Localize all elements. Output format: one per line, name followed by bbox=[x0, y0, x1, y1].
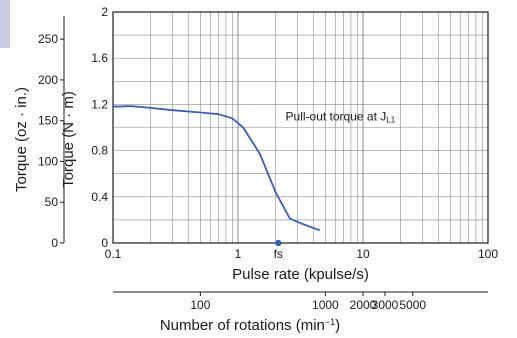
y-tick-label-ozin: 50 bbox=[45, 195, 59, 209]
grid-lines bbox=[113, 12, 488, 243]
rotation-tick-label: 5000 bbox=[399, 298, 426, 312]
fs-marker bbox=[275, 239, 282, 247]
x-axis-label: Pulse rate (kpulse/s) bbox=[232, 266, 369, 283]
x-tick-label: 100 bbox=[478, 247, 498, 261]
pullout-torque-line bbox=[112, 105, 321, 232]
y-axis-label-nm: Torque (N · m) bbox=[60, 91, 77, 188]
rotation-tick-label: 2000 bbox=[350, 298, 377, 312]
y-tick-label-ozin: 200 bbox=[38, 73, 58, 87]
x-tick-label: 10 bbox=[356, 247, 370, 261]
rotation-axis-label: Number of rotations (min−1) bbox=[160, 317, 340, 334]
y-tick-label-nm: 1.2 bbox=[91, 97, 108, 111]
rotation-tick-label: 100 bbox=[190, 298, 210, 312]
y-tick-label-ozin: 0 bbox=[51, 236, 58, 250]
tick-layer: 0.1 1 10 10000.40.81.21.6205010015020025010… bbox=[38, 5, 498, 312]
x-tick-label: 0.1 bbox=[105, 247, 122, 261]
rotation-tick-label: 1000 bbox=[312, 298, 339, 312]
y-tick-label-ozin: 250 bbox=[38, 32, 58, 46]
y-tick-label-ozin: 100 bbox=[38, 154, 58, 168]
series-annotation: Pull-out torque at JL1 bbox=[286, 110, 396, 125]
plot-frame bbox=[112, 11, 489, 244]
series-layer: fs bbox=[112, 105, 321, 261]
y-tick-label-nm: 0 bbox=[101, 236, 108, 250]
y-axis-label-ozin: Torque (oz · in.) bbox=[13, 87, 30, 192]
side-tab bbox=[0, 0, 10, 48]
y-tick-label-nm: 0.4 bbox=[91, 190, 108, 204]
x-tick-label: 1 bbox=[235, 247, 242, 261]
y-tick-label-ozin: 150 bbox=[38, 114, 58, 128]
fs-label: fs bbox=[274, 247, 283, 261]
rotation-tick-label: 3000 bbox=[372, 298, 399, 312]
y-tick-label-nm: 2 bbox=[101, 5, 108, 19]
y-tick-label-nm: 1.6 bbox=[91, 51, 108, 65]
y-tick-label-nm: 0.8 bbox=[91, 144, 108, 158]
